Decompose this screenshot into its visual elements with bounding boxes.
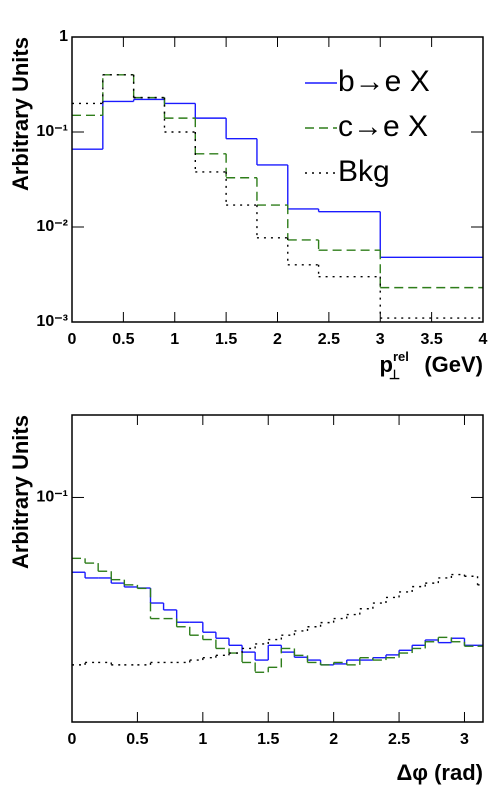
x-label-sup: rel: [393, 349, 409, 364]
x-tick-label: 0: [68, 731, 77, 748]
y-axis-label: Arbitrary Units: [8, 37, 33, 191]
legend-label: c→e X: [338, 110, 428, 143]
x-label-sub: ⊥: [389, 367, 400, 382]
x-tick-label: 1.5: [215, 331, 237, 348]
x-label-base: p: [380, 352, 393, 377]
legend-label: b→e X: [338, 65, 430, 98]
y-axis-label: Arbitrary Units: [8, 415, 33, 569]
y-tick-label: 10⁻¹: [36, 489, 68, 506]
y-tick-label: 10⁻¹: [36, 123, 68, 140]
frame: [71, 414, 484, 723]
x-tick-label: 2: [273, 331, 282, 348]
y-tick-label: 10⁻³: [36, 313, 68, 330]
x-tick-label: 1: [198, 731, 207, 748]
plot-area: [72, 74, 483, 319]
x-tick-label: 2.5: [318, 331, 340, 348]
x-tick-label: 1.5: [257, 731, 279, 748]
x-axis-label: prel ⊥ (GeV): [380, 349, 484, 382]
x-tick-label: 0.5: [126, 731, 148, 748]
x-tick-label: 1: [170, 331, 179, 348]
legend-label: Bkg: [338, 155, 390, 188]
plot-area: [72, 557, 483, 673]
x-tick-label: 4: [479, 331, 488, 348]
x-tick-label: 2.5: [388, 731, 410, 748]
x-tick-label: 0.5: [112, 331, 134, 348]
x-label-unit: (GeV): [424, 352, 483, 377]
x-tick-label: 3.5: [421, 331, 443, 348]
x-tick-label: 3: [460, 731, 469, 748]
x-axis-label: Δφ (rad): [396, 760, 483, 785]
y-tick-label: 10⁻²: [36, 218, 68, 235]
x-tick-label: 0: [68, 331, 77, 348]
y-tick-label: 1: [59, 28, 68, 45]
x-tick-label: 3: [376, 331, 385, 348]
x-tick-label: 2: [329, 731, 338, 748]
